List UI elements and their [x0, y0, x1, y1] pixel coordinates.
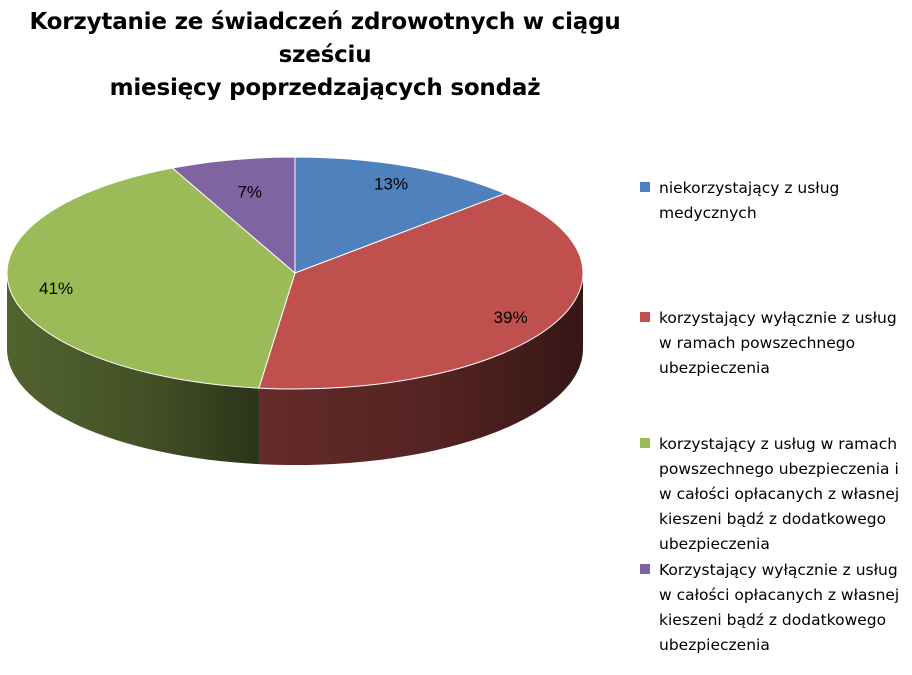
- slice-value-label-0: 13%: [374, 175, 408, 194]
- legend-label-line: niekorzystający z usług: [659, 179, 840, 197]
- legend-swatch: [640, 182, 650, 192]
- legend-label-line: medycznych: [659, 204, 757, 222]
- legend-label-line: w całości opłacanych z własnej: [659, 586, 900, 604]
- slice-value-label-2: 41%: [39, 279, 73, 298]
- chart-title-line-2: miesięcy poprzedzających sondaż: [109, 75, 541, 101]
- pie-slice-0: [294, 156, 506, 274]
- pie-slice-1: [258, 193, 584, 390]
- legend-swatch: [640, 564, 650, 574]
- legend-label-line: powszechnego ubezpieczenia i: [659, 460, 899, 478]
- chart-title: Korzytanie ze świadczeń zdrowotnych w ci…: [0, 6, 650, 105]
- pie-slice-2: [6, 167, 296, 389]
- pie-tops: [6, 156, 584, 390]
- legend-label-line: Korzystający wyłącznie z usług: [659, 561, 898, 579]
- pie-slice-3: [171, 156, 296, 274]
- legend-label-line: korzystający wyłącznie z usług: [659, 309, 897, 327]
- legend-label-line: kieszeni bądź z dodatkowego: [659, 510, 887, 528]
- legend-label-line: korzystający z usług w ramach: [659, 435, 898, 453]
- slice-value-label-1: 39%: [494, 308, 528, 327]
- legend-label-line: w całości opłacanych z własnej: [659, 485, 900, 503]
- pie-side-shade-2: [7, 273, 259, 465]
- legend-label-line: w ramach powszechnego: [659, 334, 856, 352]
- chart-title-line-1: Korzytanie ze świadczeń zdrowotnych w ci…: [29, 9, 621, 68]
- legend-label-line: kieszeni bądź z dodatkowego: [659, 611, 887, 629]
- pie-labels: 13% 39% 41% 7%: [39, 175, 528, 328]
- pie-sides: [7, 273, 583, 465]
- legend-label-line: ubezpieczenia: [659, 636, 770, 654]
- legend-swatch: [640, 312, 650, 322]
- pie-side-shade-1: [258, 273, 583, 465]
- slice-value-label-3: 7%: [237, 182, 262, 201]
- legend-swatch: [640, 438, 650, 448]
- legend-label-line: ubezpieczenia: [659, 535, 770, 553]
- legend-label-line: ubezpieczenia: [659, 359, 770, 377]
